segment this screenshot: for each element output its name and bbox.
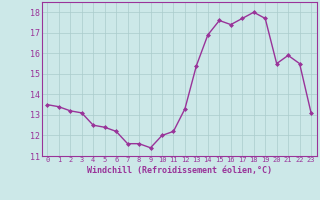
X-axis label: Windchill (Refroidissement éolien,°C): Windchill (Refroidissement éolien,°C) xyxy=(87,166,272,175)
